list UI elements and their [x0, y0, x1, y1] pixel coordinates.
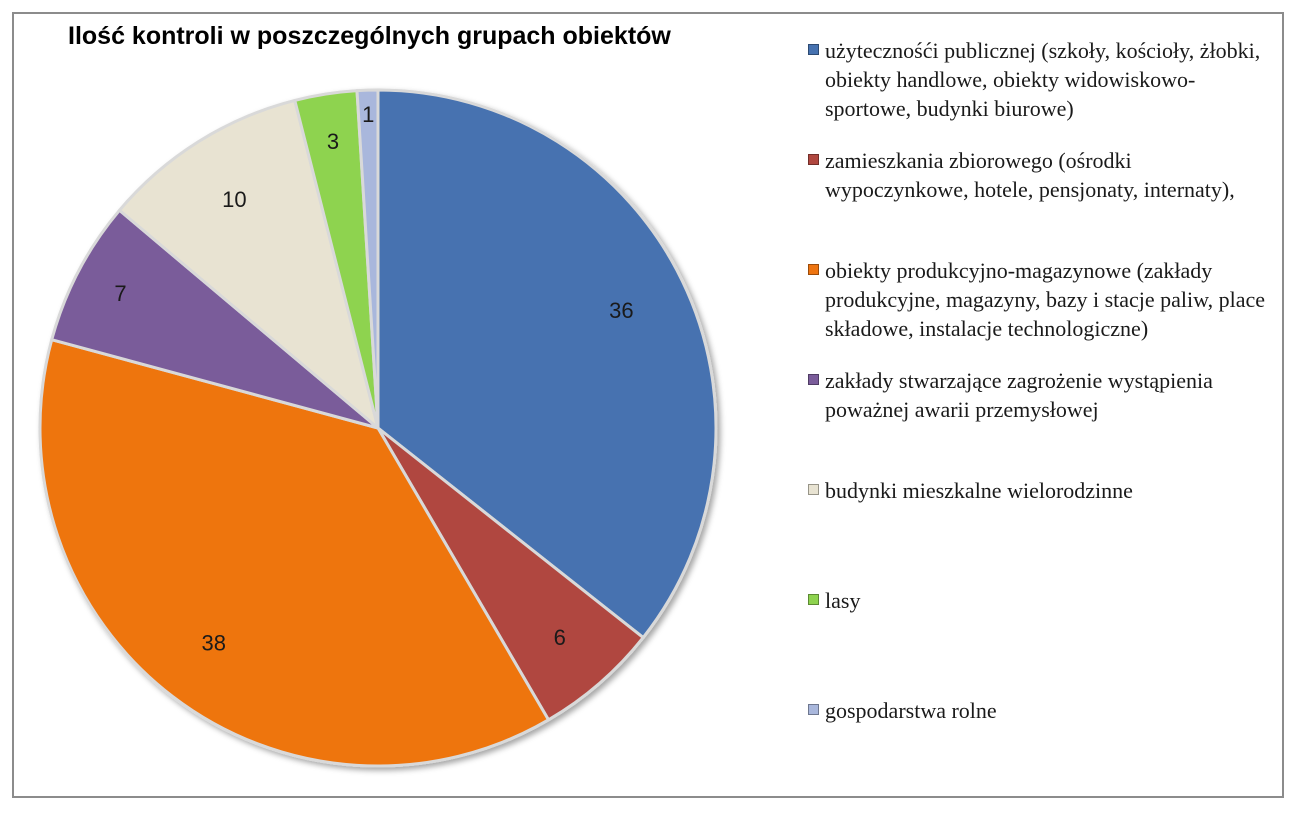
legend-label: gospodarstwa rolne — [825, 698, 997, 723]
legend-label: lasy — [825, 588, 861, 613]
legend-swatch — [808, 374, 819, 385]
legend-swatch — [808, 154, 819, 165]
legend-item-4: zakłady stwarzające zagrożenie wystąpien… — [808, 366, 1275, 424]
legend-label: obiekty produkcyjno-magazynowe (zakłady … — [825, 258, 1266, 341]
data-label-4: 7 — [114, 281, 126, 306]
data-label-5: 10 — [222, 187, 246, 212]
legend-item-5: budynki mieszkalne wielorodzinne — [808, 476, 1275, 505]
legend-item-1: użytecznośći publicznej (szkoły, kościoł… — [808, 36, 1275, 123]
legend-swatch — [808, 484, 819, 495]
pie-slice-4 — [50, 208, 380, 430]
legend-item-6: lasy — [808, 586, 1275, 615]
legend-swatch — [808, 704, 819, 715]
legend-swatch — [808, 594, 819, 605]
legend-label: budynki mieszkalne wielorodzinne — [825, 478, 1133, 503]
data-label-6: 3 — [327, 129, 339, 154]
pie-slice-2 — [376, 426, 645, 722]
data-label-1: 36 — [609, 298, 633, 323]
legend-item-2: zamieszkania zbiorowego (ośrodki wypoczy… — [808, 146, 1275, 204]
data-label-3: 38 — [201, 631, 225, 656]
legend-label: zakłady stwarzające zagrożenie wystąpien… — [825, 368, 1213, 422]
pie-slice-7 — [355, 88, 380, 430]
pie-slice-1 — [376, 88, 718, 640]
data-label-2: 6 — [554, 625, 566, 650]
data-label-7: 1 — [362, 102, 374, 127]
legend-swatch — [808, 264, 819, 275]
legend-label: użytecznośći publicznej (szkoły, kościoł… — [825, 38, 1261, 121]
legend-item-3: obiekty produkcyjno-magazynowe (zakłady … — [808, 256, 1275, 343]
legend-swatch — [808, 44, 819, 55]
legend-label: zamieszkania zbiorowego (ośrodki wypoczy… — [825, 148, 1235, 202]
pie-slice-3 — [38, 338, 551, 768]
pie-slice-5 — [117, 98, 380, 430]
chart-title: Ilość kontroli w poszczególnych grupach … — [68, 22, 671, 50]
legend-item-7: gospodarstwa rolne — [808, 696, 1275, 725]
